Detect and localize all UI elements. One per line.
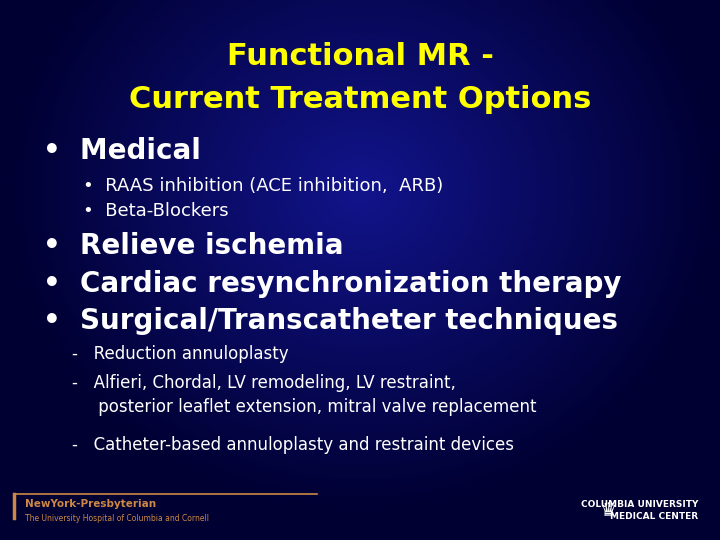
Text: COLUMBIA UNIVERSITY
MEDICAL CENTER: COLUMBIA UNIVERSITY MEDICAL CENTER (581, 500, 698, 521)
Text: Current Treatment Options: Current Treatment Options (129, 85, 591, 114)
Text: •  Relieve ischemia: • Relieve ischemia (43, 232, 343, 260)
Text: -   Catheter-based annuloplasty and restraint devices: - Catheter-based annuloplasty and restra… (72, 436, 514, 455)
Text: •  Surgical/Transcatheter techniques: • Surgical/Transcatheter techniques (43, 307, 618, 335)
Text: •  RAAS inhibition (ACE inhibition,  ARB): • RAAS inhibition (ACE inhibition, ARB) (83, 177, 443, 195)
Text: Functional MR -: Functional MR - (227, 42, 493, 71)
Text: NewYork-Presbyterian: NewYork-Presbyterian (25, 499, 156, 509)
Text: The University Hospital of Columbia and Cornell: The University Hospital of Columbia and … (25, 514, 210, 523)
Text: •  Medical: • Medical (43, 137, 201, 165)
Text: -   Reduction annuloplasty: - Reduction annuloplasty (72, 345, 289, 363)
Text: •  Beta-Blockers: • Beta-Blockers (83, 201, 228, 220)
Text: •  Cardiac resynchronization therapy: • Cardiac resynchronization therapy (43, 269, 621, 298)
Text: ♛: ♛ (600, 501, 617, 520)
Text: -   Alfieri, Chordal, LV remodeling, LV restraint,
     posterior leaflet extens: - Alfieri, Chordal, LV remodeling, LV re… (72, 374, 536, 416)
